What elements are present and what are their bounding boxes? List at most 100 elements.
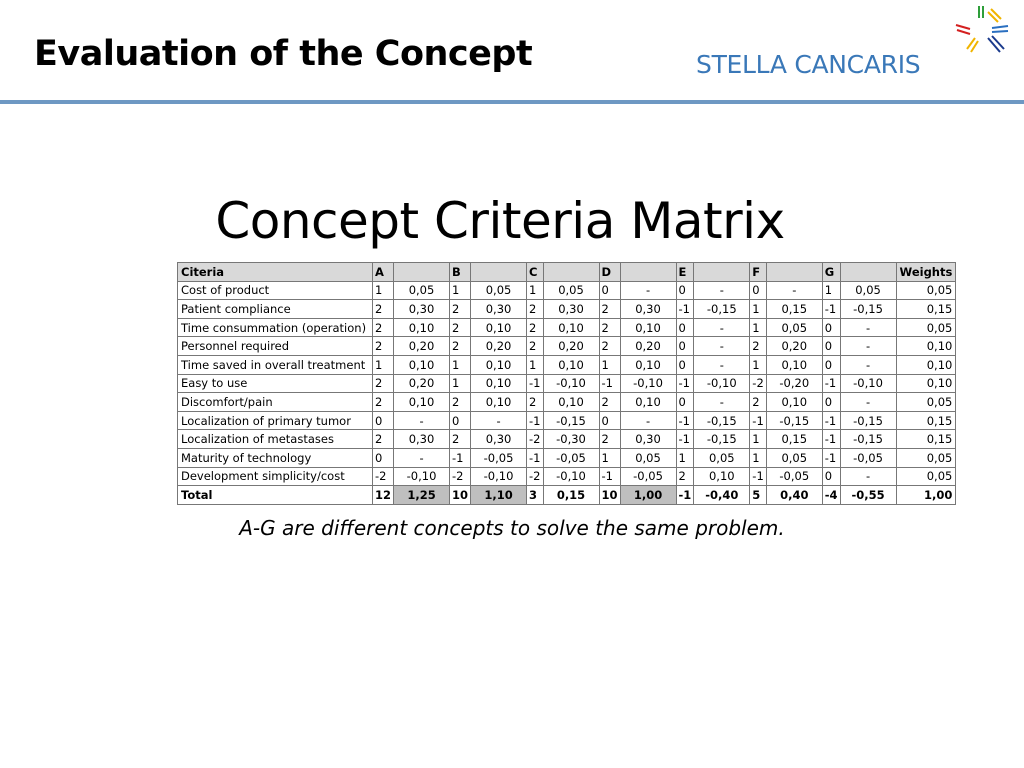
criterion-label: Development simplicity/cost	[177, 466, 373, 487]
score-cell: 0	[821, 466, 841, 487]
score-cell: 0,10	[619, 317, 677, 338]
score-cell: -0,15	[839, 299, 897, 319]
score-cell: 1	[598, 447, 621, 468]
score-cell: -1	[675, 299, 695, 319]
score-cell: 2	[526, 299, 544, 319]
score-cell: 1	[526, 354, 544, 375]
score-cell: 2	[598, 299, 621, 319]
column-header: E	[675, 262, 695, 282]
header-divider	[0, 100, 1024, 104]
score-cell: 0	[821, 336, 841, 356]
table-row: Localization of primary tumor 0-0- -1 -0,15…	[177, 410, 957, 431]
table-row: Discomfort/pain 2 0,10 2 0,10 2 0,10 2 0,10 0-2 0,…	[177, 392, 957, 412]
column-header	[619, 262, 677, 282]
score-cell: -	[470, 410, 528, 431]
score-cell: 0	[449, 410, 472, 431]
column-header: G	[821, 262, 841, 282]
score-cell: -0,15	[839, 429, 897, 449]
table-row: Patient compliance 2 0,30 2 0,30 2 0,30 2 0,30 -1…	[177, 299, 957, 319]
score-cell: -	[839, 466, 897, 487]
score-cell: -0,15	[765, 410, 823, 431]
criterion-label: Cost of product	[177, 280, 373, 301]
score-cell: 1	[449, 280, 472, 301]
column-header: D	[598, 262, 621, 282]
score-cell: 1	[749, 447, 767, 468]
criterion-label: Maturity of technology	[177, 447, 373, 468]
score-cell: 0,20	[393, 336, 451, 356]
score-cell: -2	[526, 429, 544, 449]
weight-cell: 0,05	[895, 466, 957, 487]
score-cell: 1	[526, 280, 544, 301]
score-cell: 2	[598, 317, 621, 338]
table-row: Time consummation (operation) 2 0,10 2 0,10 2…	[177, 317, 957, 338]
score-cell: -1	[821, 410, 841, 431]
score-cell: 1	[749, 317, 767, 338]
total-row: Total 12 1,25 10 1,10 3 0,15 10 1,00 -1 -0,40 5 0,40…	[177, 485, 957, 505]
score-cell: 0,15	[765, 299, 823, 319]
table-row: Maturity of technology 0- -1 -0,05 -1 -0,05 1 0…	[177, 447, 957, 468]
score-cell: 0,05	[693, 447, 751, 468]
score-cell: -	[619, 280, 677, 301]
score-cell: 0	[371, 447, 395, 468]
score-cell: -1	[598, 466, 621, 487]
score-cell: 0,10	[542, 317, 600, 338]
score-cell: -1	[526, 447, 544, 468]
weight-cell: 0,10	[895, 373, 957, 394]
score-cell: -0,05	[470, 447, 528, 468]
score-cell: 1	[371, 280, 395, 301]
score-cell: 1	[449, 354, 472, 375]
score-cell: 0,05	[765, 447, 823, 468]
score-cell: 0,05	[839, 280, 897, 301]
column-header	[393, 262, 451, 282]
score-cell: -0,20	[765, 373, 823, 394]
score-cell: -	[619, 410, 677, 431]
score-cell: 2	[371, 429, 395, 449]
score-cell: 0,40	[765, 485, 823, 505]
score-cell: -0,10	[542, 373, 600, 394]
score-cell: -0,10	[470, 466, 528, 487]
matrix-header-row: Citeria A B C D E F G Weights	[177, 262, 957, 282]
score-cell: -4	[821, 485, 841, 505]
table-row: Localization of metastases 2 0,30 2 0,30 -2 -0…	[177, 429, 957, 449]
score-cell: -1	[821, 429, 841, 449]
column-header: B	[449, 262, 472, 282]
score-cell: -0,10	[393, 466, 451, 487]
score-cell: 0,10	[470, 354, 528, 375]
score-cell: -0,05	[619, 466, 677, 487]
score-cell: 2	[749, 392, 767, 412]
score-cell: 0	[821, 392, 841, 412]
column-header: C	[526, 262, 544, 282]
score-cell: 0,20	[470, 336, 528, 356]
score-cell: -2	[526, 466, 544, 487]
score-cell: 0,05	[765, 317, 823, 338]
score-cell: 0	[675, 354, 695, 375]
score-cell: 0,30	[393, 429, 451, 449]
score-cell: 2	[371, 336, 395, 356]
table-row: Personnel required 2 0,20 2 0,20 2 0,20 2 0,20 0-…	[177, 336, 957, 356]
score-cell: -0,05	[839, 447, 897, 468]
score-cell: 1	[371, 354, 395, 375]
score-cell: 0,30	[393, 299, 451, 319]
score-cell: 2	[449, 299, 472, 319]
weight-cell: 0,15	[895, 429, 957, 449]
column-header	[542, 262, 600, 282]
score-cell: -1	[821, 299, 841, 319]
weight-cell: 0,05	[895, 280, 957, 301]
score-cell: 0,10	[693, 466, 751, 487]
score-cell: 2	[371, 373, 395, 394]
score-cell: 0,05	[619, 447, 677, 468]
score-cell: 0,30	[470, 429, 528, 449]
score-cell: 0,10	[470, 317, 528, 338]
score-cell: -1	[749, 466, 767, 487]
criterion-label: Discomfort/pain	[177, 392, 373, 412]
score-cell: 2	[526, 317, 544, 338]
score-cell: -	[693, 280, 751, 301]
score-cell: 0,10	[393, 354, 451, 375]
score-cell: 1,10	[470, 485, 528, 505]
column-header: A	[371, 262, 395, 282]
column-header	[470, 262, 528, 282]
score-cell: 2	[371, 317, 395, 338]
score-cell: 0	[598, 410, 621, 431]
concept-criteria-matrix: Citeria A B C D E F G Weights Cost of pr…	[177, 262, 957, 505]
score-cell: 0	[371, 410, 395, 431]
